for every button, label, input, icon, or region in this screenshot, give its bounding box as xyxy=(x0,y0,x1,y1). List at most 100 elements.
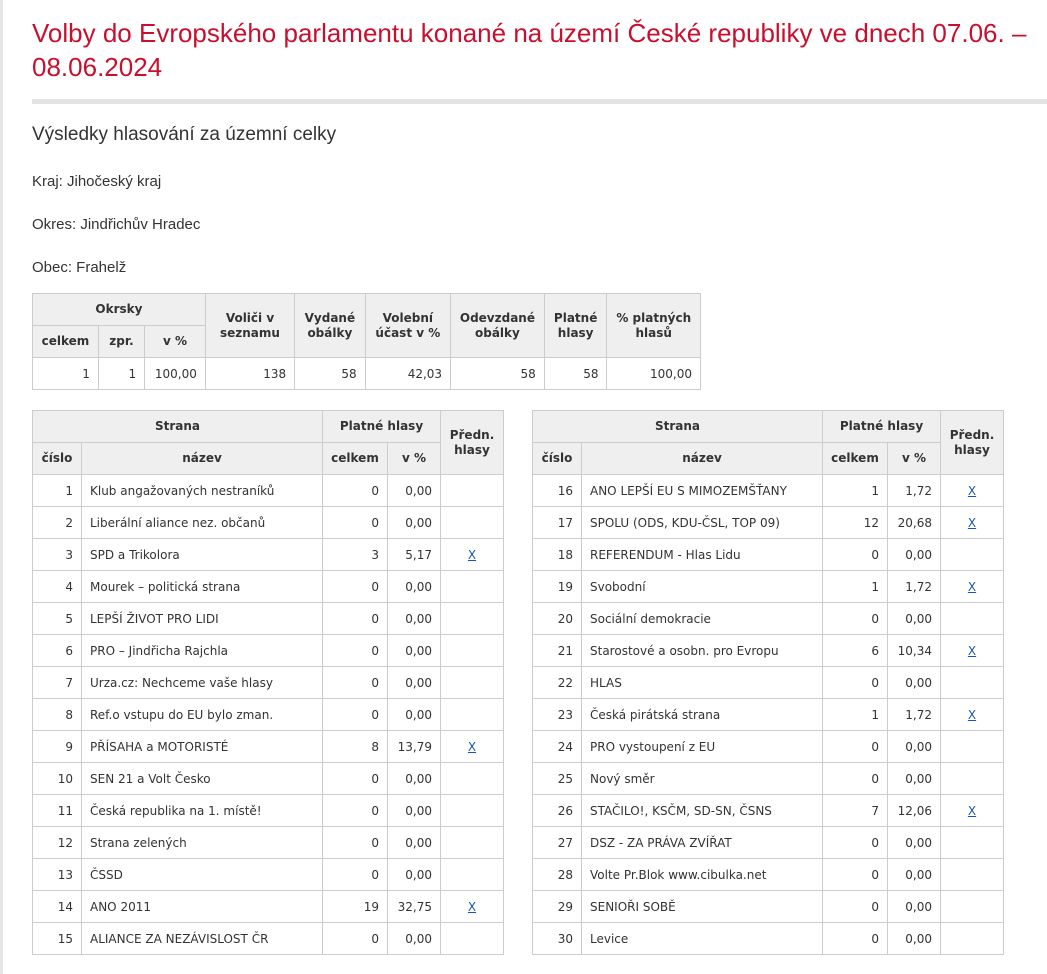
party-name: ANO 2011 xyxy=(81,890,323,923)
party-percent: 0,00 xyxy=(887,858,941,891)
party-number: 12 xyxy=(32,826,82,859)
party-votes: 0 xyxy=(822,858,888,891)
party-name: DSZ - ZA PRÁVA ZVÍŘAT xyxy=(581,826,823,859)
header-cislo: číslo xyxy=(532,442,582,475)
party-votes: 6 xyxy=(822,634,888,667)
party-number: 21 xyxy=(532,634,582,667)
header-strana: Strana xyxy=(532,410,823,443)
party-percent: 0,00 xyxy=(387,826,441,859)
preferential-votes-link[interactable]: X xyxy=(967,579,977,594)
party-votes: 19 xyxy=(322,890,388,923)
preferential-votes-cell: X xyxy=(440,730,504,763)
party-row: 3 SPD a Trikolora 3 5,17 X xyxy=(32,538,504,571)
header-vpct: v % xyxy=(387,442,441,475)
preferential-votes-link[interactable]: X xyxy=(467,739,477,754)
party-percent: 0,00 xyxy=(387,666,441,699)
preferential-votes-link[interactable]: X xyxy=(967,803,977,818)
party-row: 6 PRO – Jindřicha Rajchla 0 0,00 xyxy=(32,634,504,667)
preferential-votes-cell xyxy=(440,858,504,891)
preferential-votes-cell: X xyxy=(940,698,1004,731)
party-percent: 0,00 xyxy=(387,506,441,539)
preferential-votes-link[interactable]: X xyxy=(967,643,977,658)
preferential-votes-link[interactable]: X xyxy=(967,483,977,498)
party-row: 11 Česká republika na 1. místě! 0 0,00 xyxy=(32,794,504,827)
header-vpct: v % xyxy=(887,442,941,475)
party-votes: 0 xyxy=(322,762,388,795)
party-number: 28 xyxy=(532,858,582,891)
party-name: Liberální aliance nez. občanů xyxy=(81,506,323,539)
section-title: Výsledky hlasování za územní celky xyxy=(32,124,337,145)
party-number: 20 xyxy=(532,602,582,635)
party-number: 22 xyxy=(532,666,582,699)
party-percent: 0,00 xyxy=(387,602,441,635)
party-name: Ref.o vstupu do EU bylo zman. xyxy=(81,698,323,731)
party-row: 14 ANO 2011 19 32,75 X xyxy=(32,890,504,923)
party-number: 25 xyxy=(532,762,582,795)
preferential-votes-cell xyxy=(940,602,1004,635)
preferential-votes-cell xyxy=(440,634,504,667)
party-votes: 0 xyxy=(822,762,888,795)
header-cislo: číslo xyxy=(32,442,82,475)
preferential-votes-link[interactable]: X xyxy=(967,707,977,722)
preferential-votes-cell xyxy=(940,666,1004,699)
header-celkem: celkem xyxy=(822,442,888,475)
party-row: 29 SENIOŘI SOBĚ 0 0,00 xyxy=(532,890,1004,923)
party-percent: 0,00 xyxy=(887,666,941,699)
party-name: Levice xyxy=(581,922,823,955)
header-nazev: název xyxy=(581,442,823,475)
party-row: 17 SPOLU (ODS, KDU-ČSL, TOP 09) 12 20,68… xyxy=(532,506,1004,539)
party-number: 24 xyxy=(532,730,582,763)
party-row: 15 ALIANCE ZA NEZÁVISLOST ČR 0 0,00 xyxy=(32,922,504,955)
divider xyxy=(32,99,1047,104)
parties-table-right: Strana Platné hlasy Předn. hlasy číslo n… xyxy=(532,410,1004,955)
party-row: 12 Strana zelených 0 0,00 xyxy=(32,826,504,859)
header-predn-hlasy: Předn. hlasy xyxy=(440,410,504,475)
party-number: 18 xyxy=(532,538,582,571)
preferential-votes-cell: X xyxy=(940,794,1004,827)
party-name: PRO vystoupení z EU xyxy=(581,730,823,763)
party-percent: 13,79 xyxy=(387,730,441,763)
party-name: SPOLU (ODS, KDU-ČSL, TOP 09) xyxy=(581,506,823,539)
party-name: Starostové a osobn. pro Evropu xyxy=(581,634,823,667)
party-row: 13 ČSSD 0 0,00 xyxy=(32,858,504,891)
party-percent: 0,00 xyxy=(887,602,941,635)
kraj-label: Kraj: Jihočeský kraj xyxy=(32,173,162,190)
preferential-votes-cell xyxy=(440,826,504,859)
party-number: 7 xyxy=(32,666,82,699)
cell: 42,03 xyxy=(364,357,452,390)
header-platne: Platné hlasy xyxy=(543,293,608,358)
party-number: 16 xyxy=(532,474,582,507)
party-name: Svobodní xyxy=(581,570,823,603)
party-row: 8 Ref.o vstupu do EU bylo zman. 0 0,00 xyxy=(32,698,504,731)
preferential-votes-link[interactable]: X xyxy=(467,899,477,914)
party-row: 16 ANO LEPŠÍ EU S MIMOZEMŠŤANY 1 1,72 X xyxy=(532,474,1004,507)
party-votes: 0 xyxy=(322,570,388,603)
party-number: 15 xyxy=(32,922,82,955)
party-name: ČSSD xyxy=(81,858,323,891)
header-celkem: celkem xyxy=(322,442,388,475)
party-name: PŘÍSAHA a MOTORISTÉ xyxy=(81,730,323,763)
preferential-votes-cell xyxy=(440,794,504,827)
preferential-votes-link[interactable]: X xyxy=(967,515,977,530)
preferential-votes-link[interactable]: X xyxy=(467,547,477,562)
party-votes: 0 xyxy=(322,858,388,891)
party-votes: 0 xyxy=(322,922,388,955)
party-percent: 0,00 xyxy=(887,762,941,795)
party-percent: 20,68 xyxy=(887,506,941,539)
header-vydane: Vydané obálky xyxy=(294,293,366,358)
party-percent: 12,06 xyxy=(887,794,941,827)
party-votes: 0 xyxy=(322,794,388,827)
header-predn-hlasy: Předn. hlasy xyxy=(940,410,1004,475)
header-zpr: zpr. xyxy=(97,325,146,358)
party-percent: 0,00 xyxy=(387,474,441,507)
party-name: STAČILO!, KSČM, SD-SN, ČSNS xyxy=(581,794,823,827)
cell: 138 xyxy=(204,357,296,390)
party-row: 26 STAČILO!, KSČM, SD-SN, ČSNS 7 12,06 X xyxy=(532,794,1004,827)
preferential-votes-cell xyxy=(940,730,1004,763)
summary-table: Okrsky Voliči v seznamu Vydané obálky Vo… xyxy=(32,293,701,390)
party-number: 1 xyxy=(32,474,82,507)
party-votes: 0 xyxy=(822,922,888,955)
preferential-votes-cell: X xyxy=(940,506,1004,539)
party-name: SPD a Trikolora xyxy=(81,538,323,571)
preferential-votes-cell xyxy=(440,570,504,603)
